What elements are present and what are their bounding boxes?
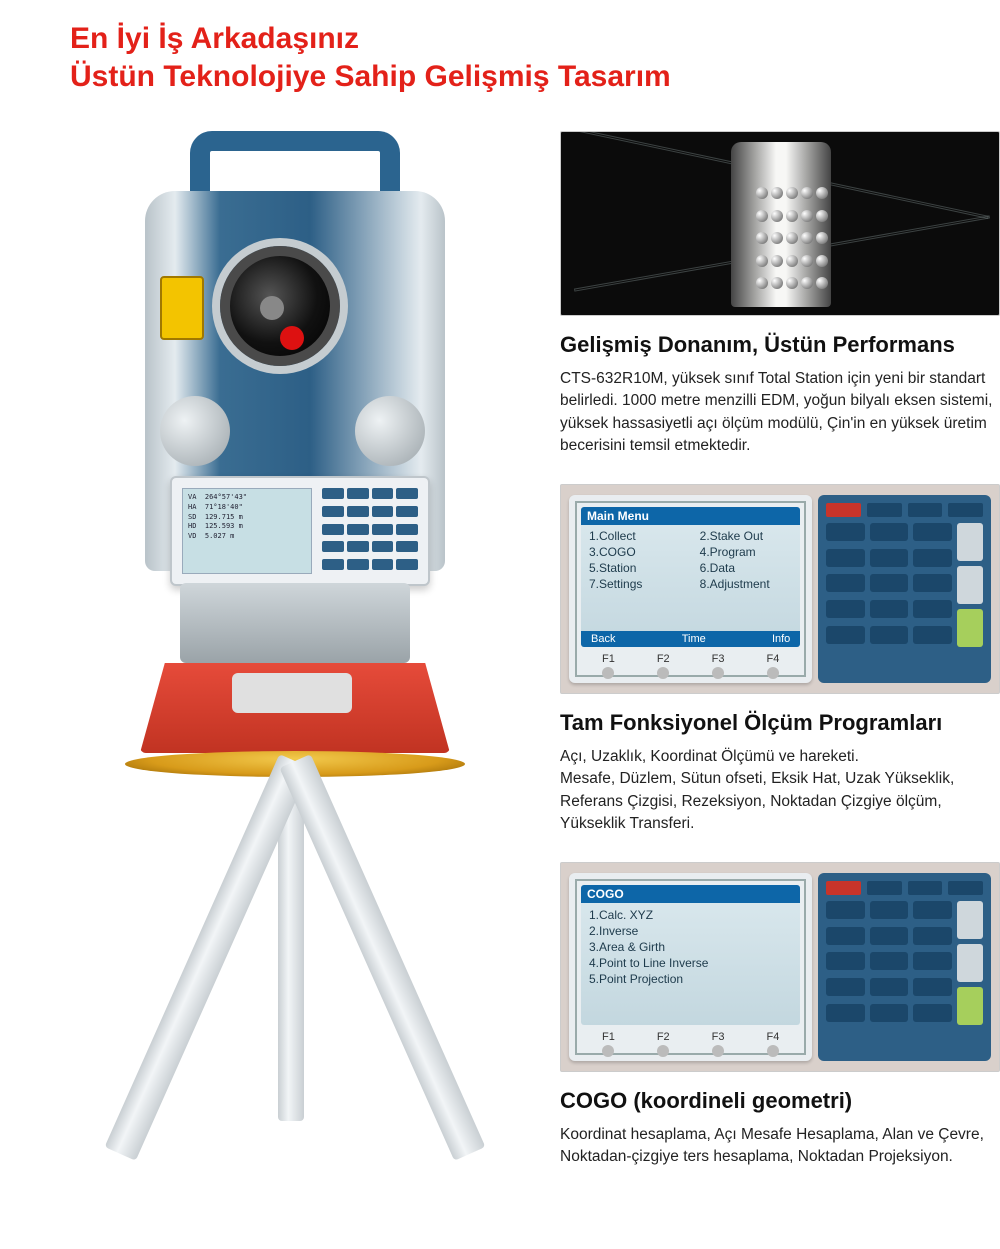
focus-knob-left <box>160 396 230 466</box>
product-hero: VA 264°57'43" HA 71°18'40" SD 129.715 m … <box>70 131 520 1181</box>
section1-body: CTS-632R10M, yüksek sınıf Total Station … <box>560 368 1000 458</box>
device-base <box>180 583 410 663</box>
heading-line1: En İyi İş Arkadaşınız <box>70 22 359 55</box>
keypad-buttons <box>818 495 991 683</box>
lcd-header: COGO <box>581 885 800 903</box>
device-handle <box>190 131 400 191</box>
section2-body: Açı, Uzaklık, Koordinat Ölçümü ve hareke… <box>560 746 1000 836</box>
keypad-cogo-image: COGO 1.Calc. XYZ 2.Inverse 3.Area & Girt… <box>560 862 1000 1072</box>
section1-title: Gelişmiş Donanım, Üstün Performans <box>560 332 1000 358</box>
keypad-buttons <box>818 873 991 1061</box>
section3-body: Koordinat hesaplama, Açı Mesafe Hesaplam… <box>560 1124 1000 1169</box>
laser-warning-label <box>160 276 204 340</box>
focus-knob-right <box>355 396 425 466</box>
tripod-leg <box>279 754 485 1161</box>
mechanism-image <box>560 131 1000 316</box>
lcd-menu: 1.Collect2.Stake Out 3.COGO4.Program 5.S… <box>589 529 792 591</box>
keypad-main-menu-image: Main Menu 1.Collect2.Stake Out 3.COGO4.P… <box>560 484 1000 694</box>
tribrach <box>140 663 450 753</box>
heading-line2: Üstün Teknolojiye Sahip Gelişmiş Tasarım <box>70 60 671 93</box>
section2-title: Tam Fonksiyonel Ölçüm Programları <box>560 710 1000 736</box>
page-heading: En İyi İş Arkadaşınız Üstün Teknolojiye … <box>70 20 1000 95</box>
device-lcd: VA 264°57'43" HA 71°18'40" SD 129.715 m … <box>182 488 312 574</box>
section3-title: COGO (koordineli geometri) <box>560 1088 1000 1114</box>
device-control-panel: VA 264°57'43" HA 71°18'40" SD 129.715 m … <box>170 476 430 586</box>
device-keypad <box>322 488 418 574</box>
lcd-header: Main Menu <box>581 507 800 525</box>
device-lens <box>220 246 340 366</box>
lcd-list: 1.Calc. XYZ 2.Inverse 3.Area & Girth 4.P… <box>589 907 792 987</box>
